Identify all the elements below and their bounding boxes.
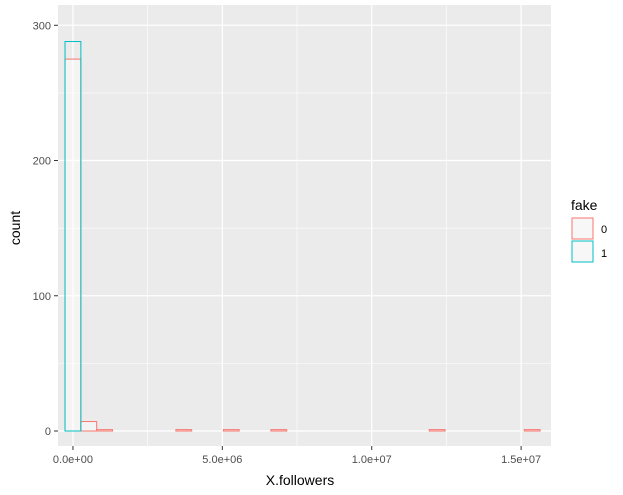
x-axis-ticks: 0.0e+00 5.0e+06 1.0e+07 1.5e+07 — [53, 446, 541, 466]
bars — [64, 41, 541, 432]
x-tick-label: 1.5e+07 — [501, 454, 541, 466]
bar-series-0 — [222, 429, 240, 432]
bar-series-1 — [64, 41, 82, 432]
x-tick-label: 1.0e+07 — [352, 454, 392, 466]
bar-series-0 — [96, 429, 114, 432]
bar-series-0 — [428, 429, 446, 432]
bar-series-0 — [64, 58, 82, 432]
bar-series-0 — [80, 421, 98, 432]
legend-title: fake — [571, 197, 598, 213]
x-tick-label: 0.0e+00 — [53, 454, 93, 466]
legend: fake 0 1 — [571, 197, 607, 263]
bar-series-0 — [175, 429, 193, 432]
y-tick-label: 300 — [33, 20, 51, 32]
panel-background — [58, 5, 551, 446]
legend-key-1 — [571, 240, 594, 263]
x-axis-title: X.followers — [266, 472, 334, 488]
bar-series-0 — [523, 429, 541, 432]
bar-series-0 — [270, 429, 288, 432]
legend-key-0 — [571, 217, 594, 240]
y-axis-title: count — [7, 211, 23, 245]
legend-label-0: 0 — [601, 224, 607, 236]
y-axis-ticks: 0 100 200 300 — [33, 20, 58, 438]
y-tick-label: 200 — [33, 156, 51, 168]
grid-lines — [58, 5, 551, 446]
x-tick-label: 5.0e+06 — [202, 454, 242, 466]
legend-label-1: 1 — [601, 248, 607, 260]
y-tick-label: 100 — [33, 291, 51, 303]
y-tick-label: 0 — [45, 426, 51, 438]
